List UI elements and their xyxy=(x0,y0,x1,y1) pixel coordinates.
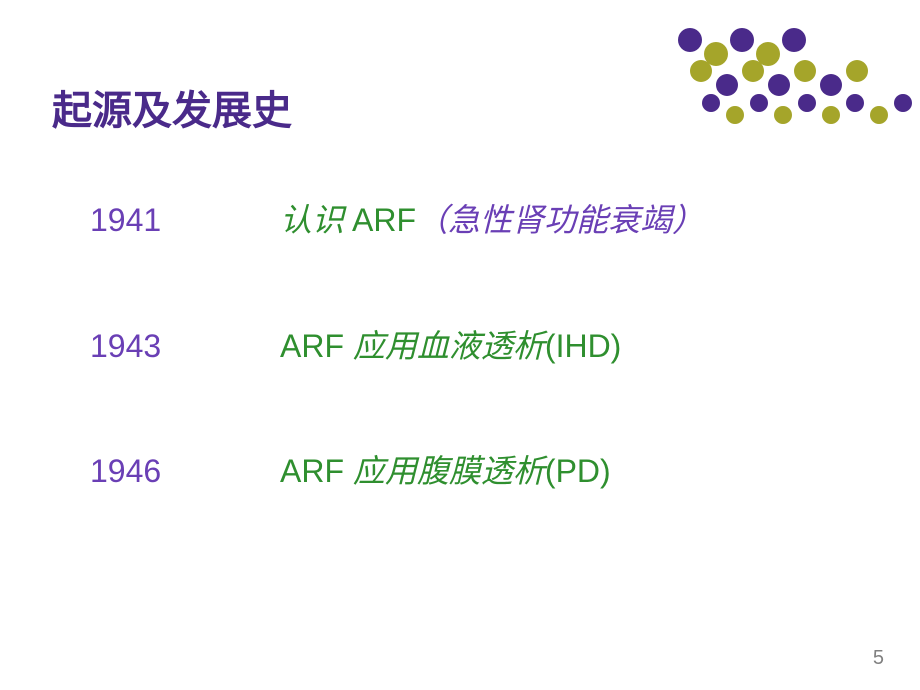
decoration-dot xyxy=(750,94,768,112)
timeline-row: 1941认识 ARF（急性肾功能衰竭） xyxy=(90,200,860,242)
decoration-dot xyxy=(716,74,738,96)
decoration-dot xyxy=(774,106,792,124)
page-number: 5 xyxy=(873,647,884,670)
timeline-text: 认识 xyxy=(280,202,352,238)
timeline-list: 1941认识 ARF（急性肾功能衰竭）1943ARF 应用血液透析(IHD)19… xyxy=(90,200,860,577)
timeline-year: 1946 xyxy=(90,451,280,493)
decoration-dot xyxy=(726,106,744,124)
decoration-dot xyxy=(846,60,868,82)
decoration-dot xyxy=(704,42,728,66)
decoration-dot xyxy=(794,60,816,82)
slide-title: 起源及发展史 xyxy=(52,78,292,136)
timeline-text: ARF xyxy=(280,328,353,364)
timeline-year: 1941 xyxy=(90,200,280,242)
decoration-dot xyxy=(678,28,702,52)
decoration-dot xyxy=(768,74,790,96)
timeline-text: (IHD) xyxy=(545,328,621,364)
slide: 起源及发展史 1941认识 ARF（急性肾功能衰竭）1943ARF 应用血液透析… xyxy=(0,0,920,690)
timeline-text: ARF xyxy=(352,202,416,238)
timeline-year: 1943 xyxy=(90,326,280,368)
decoration-dot xyxy=(894,94,912,112)
decoration-dot xyxy=(702,94,720,112)
timeline-text: (PD) xyxy=(545,453,611,489)
timeline-text: 应用血液透析 xyxy=(353,328,545,364)
decoration-dot xyxy=(742,60,764,82)
decoration-dot xyxy=(846,94,864,112)
decoration-dot xyxy=(690,60,712,82)
decoration-dot xyxy=(822,106,840,124)
corner-dot-decoration xyxy=(640,20,920,150)
decoration-dot xyxy=(730,28,754,52)
decoration-dot xyxy=(756,42,780,66)
timeline-row: 1946ARF 应用腹膜透析(PD) xyxy=(90,451,860,493)
decoration-dot xyxy=(782,28,806,52)
timeline-text: 应用腹膜透析 xyxy=(353,453,545,489)
timeline-text: （急性肾功能衰竭） xyxy=(416,202,704,238)
timeline-text: ARF xyxy=(280,453,353,489)
decoration-dot xyxy=(870,106,888,124)
timeline-row: 1943ARF 应用血液透析(IHD) xyxy=(90,326,860,368)
decoration-dot xyxy=(820,74,842,96)
decoration-dot xyxy=(798,94,816,112)
